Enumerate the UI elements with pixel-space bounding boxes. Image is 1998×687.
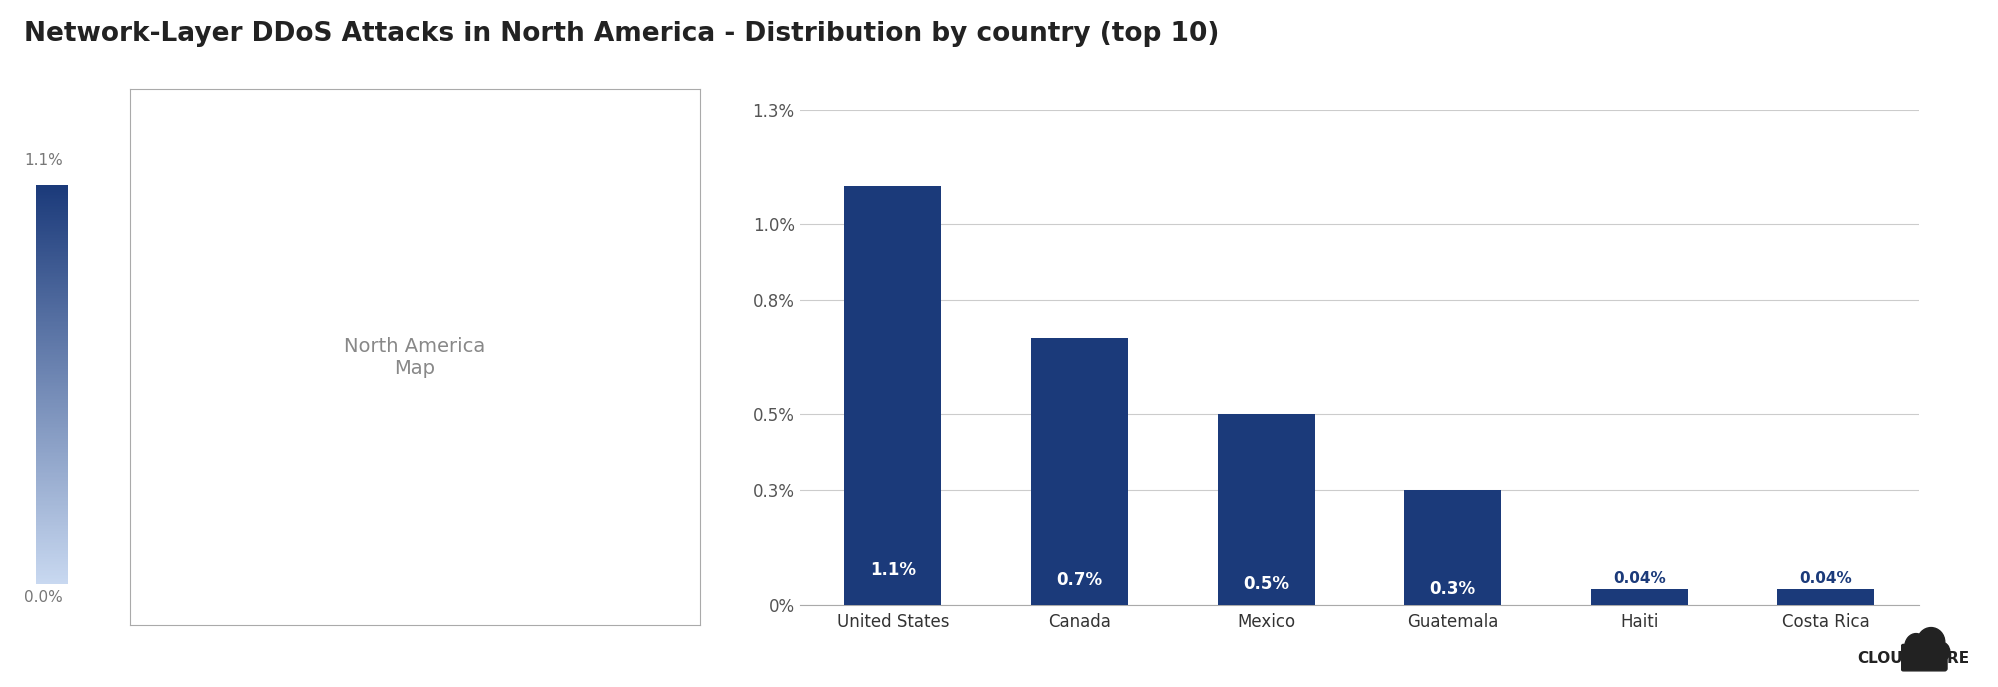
Text: 0.04%: 0.04% <box>1612 572 1664 586</box>
Ellipse shape <box>1932 642 1948 661</box>
Text: 0.3%: 0.3% <box>1429 580 1475 598</box>
Ellipse shape <box>1904 633 1926 660</box>
Text: 1.1%: 1.1% <box>24 153 62 168</box>
Bar <box>1217 414 1315 605</box>
Text: 1.1%: 1.1% <box>869 561 915 579</box>
Text: CLOUDFLARE: CLOUDFLARE <box>1856 651 1968 666</box>
Text: 0.7%: 0.7% <box>1055 571 1103 589</box>
Text: 0.0%: 0.0% <box>24 589 62 605</box>
Bar <box>1031 338 1127 605</box>
Bar <box>1403 491 1500 605</box>
Text: 0.04%: 0.04% <box>1798 572 1852 586</box>
Bar <box>843 186 941 605</box>
Ellipse shape <box>1916 628 1944 657</box>
FancyBboxPatch shape <box>1900 644 1946 671</box>
Bar <box>1590 589 1686 605</box>
Text: 0.5%: 0.5% <box>1243 575 1289 593</box>
Text: Network-Layer DDoS Attacks in North America - Distribution by country (top 10): Network-Layer DDoS Attacks in North Amer… <box>24 21 1219 47</box>
Text: North America
Map: North America Map <box>344 337 486 378</box>
Bar <box>1776 589 1874 605</box>
